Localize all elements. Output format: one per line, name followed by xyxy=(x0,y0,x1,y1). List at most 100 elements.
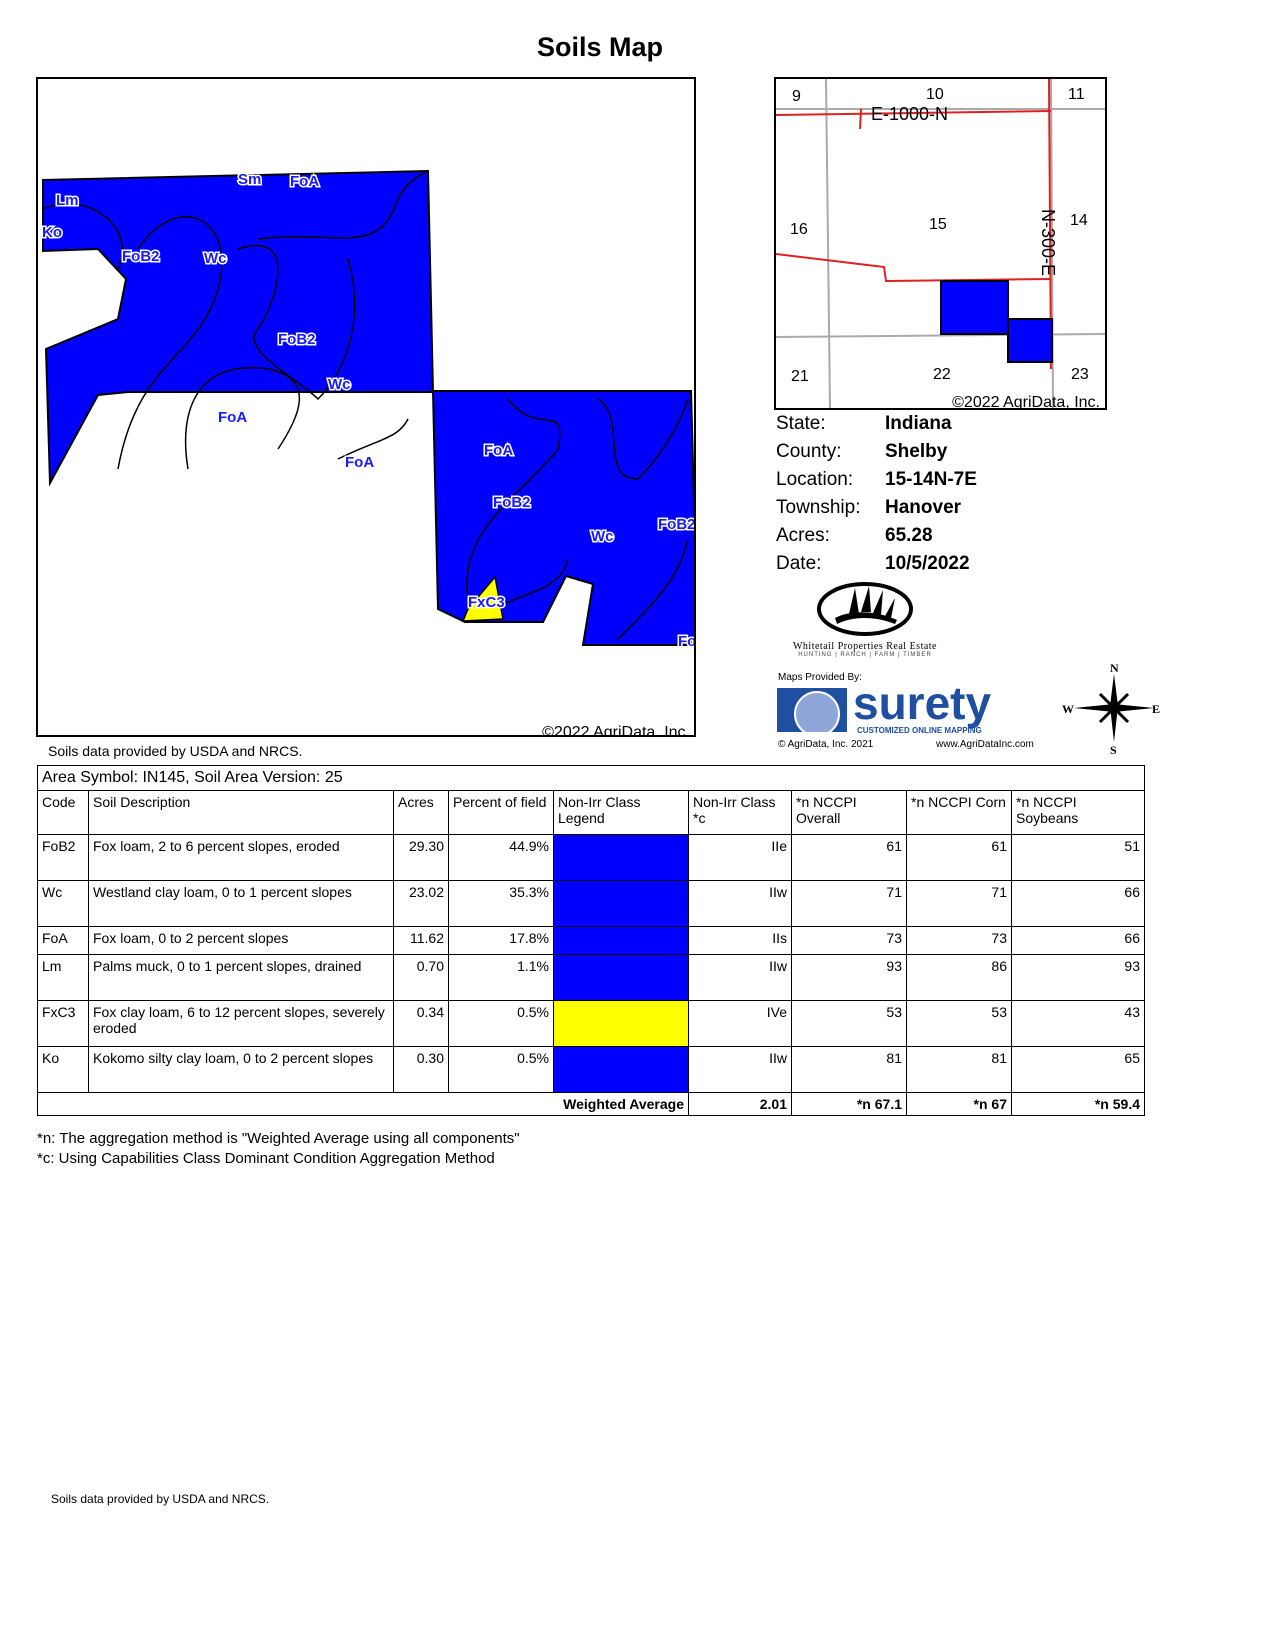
map-label: FoA xyxy=(290,173,319,190)
section-label: 11 xyxy=(1068,86,1085,103)
map-label: Wc xyxy=(204,250,227,267)
map-label: Lm xyxy=(56,192,79,209)
cell: IVe xyxy=(688,1000,792,1047)
section-labels: 9 10 11 16 15 14 21 22 23 xyxy=(790,86,1089,385)
cell: 43 xyxy=(1011,1000,1145,1047)
section-label: 14 xyxy=(1070,212,1088,229)
cell: FoB2 xyxy=(37,834,89,881)
page-title: Soils Map xyxy=(536,32,664,62)
cell: 0.34 xyxy=(393,1000,449,1047)
section-label: 23 xyxy=(1071,366,1089,383)
cell: 93 xyxy=(1011,954,1145,1001)
info-acres: Acres: 65.28 xyxy=(776,525,933,546)
cell: Ko xyxy=(37,1046,89,1093)
agridata-copyright: © AgriData, Inc. 2021 xyxy=(778,739,874,750)
map-label: Sm xyxy=(238,171,261,188)
cell: IIw xyxy=(688,1046,792,1093)
map-copyright: ©2022 AgriData, Inc. xyxy=(542,724,690,735)
map-label: Fo xyxy=(678,633,694,650)
cell: Kokomo silty clay loam, 0 to 2 percent s… xyxy=(88,1046,394,1093)
cell: 65 xyxy=(1011,1046,1145,1093)
fxc3-polygon xyxy=(461,575,504,622)
source-note: Soils data provided by USDA and NRCS. xyxy=(48,743,303,759)
info-location: Location: 15-14N-7E xyxy=(776,469,977,490)
info-township: Township: Hanover xyxy=(776,497,962,518)
cell: FoA xyxy=(37,926,89,955)
soils-map: Sm FoA Lm Ko FoB2 Wc FoB2 Wc FoA FoA FoA… xyxy=(36,77,700,741)
map-label: Wc xyxy=(328,376,351,393)
section-label: 16 xyxy=(790,221,808,238)
cell: IIe xyxy=(688,834,792,881)
cell: 53 xyxy=(906,1000,1012,1047)
footnote-c: *c: Using Capabilities Class Dominant Co… xyxy=(37,1150,495,1167)
svg-text:E: E xyxy=(1152,702,1160,716)
footnote-n: *n: The aggregation method is "Weighted … xyxy=(37,1130,520,1147)
cell: 0.5% xyxy=(448,1046,554,1093)
svg-text:W: W xyxy=(1062,702,1074,716)
field-west xyxy=(42,169,435,487)
section-label: 21 xyxy=(791,368,809,385)
info-state: State: Indiana xyxy=(776,413,952,434)
map-label: FoB2 xyxy=(658,516,694,533)
cell: 29.30 xyxy=(393,834,449,881)
cell: Fox loam, 2 to 6 percent slopes, eroded xyxy=(88,834,394,881)
table-row: Ko Kokomo silty clay loam, 0 to 2 percent… xyxy=(37,1046,1145,1093)
cell: 0.70 xyxy=(393,954,449,1001)
svg-text:N: N xyxy=(1110,661,1119,675)
cell: 73 xyxy=(906,926,1012,955)
map-label: FoB2 xyxy=(122,248,160,265)
paw-icon xyxy=(817,582,913,636)
cell: 73 xyxy=(791,926,907,955)
class-legend-swatch xyxy=(553,1000,689,1047)
table-row: FxC3 Fox clay loam, 6 to 12 percent slope… xyxy=(37,1000,1145,1047)
cell: Palms muck, 0 to 1 percent slopes, drain… xyxy=(88,954,394,1001)
section-label: 9 xyxy=(792,88,801,105)
agridata-url: www.AgriDataInc.com xyxy=(936,739,1034,750)
class-legend-swatch xyxy=(553,834,689,881)
table-header: Code Soil Description Acres Percent of f… xyxy=(37,790,1145,835)
cell: 44.9% xyxy=(448,834,554,881)
cell: 61 xyxy=(906,834,1012,881)
cell: 0.5% xyxy=(448,1000,554,1047)
cell: Fox clay loam, 6 to 12 percent slopes, s… xyxy=(88,1000,394,1047)
cell: 86 xyxy=(906,954,1012,1001)
road-label: E-1000-N xyxy=(871,104,948,124)
cell: 71 xyxy=(791,880,907,927)
map-label: FxC3 xyxy=(468,594,505,611)
cell: 61 xyxy=(791,834,907,881)
section-label: 15 xyxy=(929,216,947,233)
info-county: County: Shelby xyxy=(776,441,948,462)
cell: 71 xyxy=(906,880,1012,927)
cell: 81 xyxy=(906,1046,1012,1093)
map-label: FoA xyxy=(484,442,513,459)
bottom-source-note: Soils data provided by USDA and NRCS. xyxy=(51,1492,270,1506)
table-row: Wc Westland clay loam, 0 to 1 percent slo… xyxy=(37,880,1145,927)
parcel xyxy=(940,280,1053,363)
cell: IIs xyxy=(688,926,792,955)
weighted-average-row: Weighted Average 2.01 *n 67.1 *n 67 *n 5… xyxy=(37,1092,1145,1116)
location-map: 9 10 11 16 15 14 21 22 23 E-1000-N N-300… xyxy=(774,77,1107,411)
table-row: Lm Palms muck, 0 to 1 percent slopes, dra… xyxy=(37,954,1145,1001)
cell: 81 xyxy=(791,1046,907,1093)
cell: Lm xyxy=(37,954,89,1001)
cell: Wc xyxy=(37,880,89,927)
map-label: Wc xyxy=(591,528,614,545)
cell: 51 xyxy=(1011,834,1145,881)
soils-table: Area Symbol: IN145, Soil Area Version: 2… xyxy=(37,765,1145,1116)
area-symbol: Area Symbol: IN145, Soil Area Version: 2… xyxy=(37,765,1145,791)
class-legend-swatch xyxy=(553,926,689,955)
map-label: FoA xyxy=(345,454,374,471)
cell: 53 xyxy=(791,1000,907,1047)
table-row: FoB2 Fox loam, 2 to 6 percent slopes, ero… xyxy=(37,834,1145,881)
class-legend-swatch xyxy=(553,954,689,1001)
cell: 1.1% xyxy=(448,954,554,1001)
cell: IIw xyxy=(688,880,792,927)
cell: 11.62 xyxy=(393,926,449,955)
map-label: FoB2 xyxy=(278,331,316,348)
cell: 66 xyxy=(1011,926,1145,955)
map-label: FoA xyxy=(218,409,247,426)
class-legend-swatch xyxy=(553,880,689,927)
info-date: Date: 10/5/2022 xyxy=(776,553,970,574)
cell: FxC3 xyxy=(37,1000,89,1047)
loc-copyright: ©2022 AgriData, Inc. xyxy=(952,394,1100,408)
